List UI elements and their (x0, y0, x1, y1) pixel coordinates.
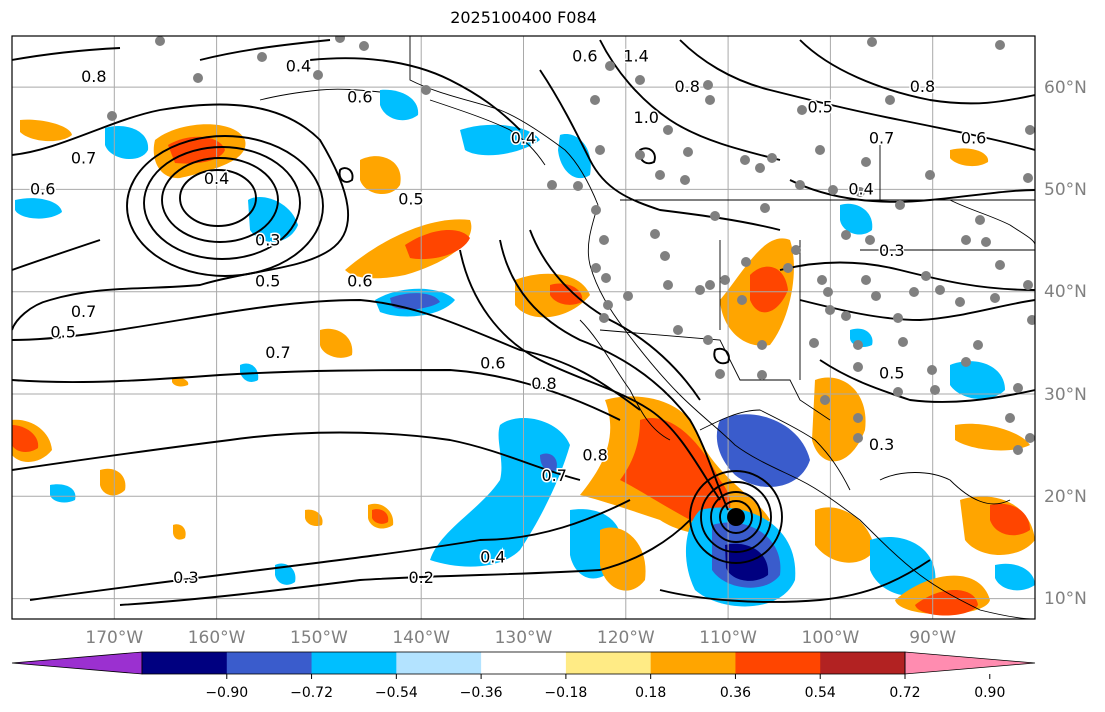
map-frame (11, 35, 1036, 620)
contour-label: 0.6 (347, 87, 372, 106)
graticule (12, 36, 1035, 619)
lon-label: 100°W (802, 628, 860, 648)
colorbar-extend-high (904, 651, 1036, 675)
anomaly-fills (12, 89, 1035, 616)
contour-label: 0.8 (674, 77, 699, 96)
lat-label: 10°N (1044, 589, 1087, 609)
contour-label: 0.8 (582, 445, 607, 464)
colorbar-tick-labels: −0.90 −0.72 −0.54 −0.36 −0.18 0.18 0.36 0.54 0.7… (205, 685, 1005, 701)
lat-axis-labels: 60°N 50°N 40°N 30°N 20°N 10°N (1044, 78, 1087, 609)
contour-labels: 0.6 1.4 0.4 0.8 0.6 0.8 1.0 0.4 0.5 0.8 0.7 0.6 0.7 0… (28, 45, 987, 689)
contour-label: 0.5 (50, 323, 75, 342)
lon-label: 160°W (188, 628, 246, 648)
colorbar-tick-label: −0.54 (375, 685, 418, 701)
lat-label: 30°N (1044, 385, 1087, 405)
colorbar-segment (311, 652, 397, 674)
lat-label: 20°N (1044, 487, 1087, 507)
contour-label: 1.0 (634, 108, 659, 127)
colorbar-frame (141, 651, 906, 675)
contour-label: 0.8 (81, 67, 106, 86)
map-field: 0.6 1.4 0.4 0.8 0.6 0.8 1.0 0.4 0.5 0.8 0.7 0.6 0.7 0… (12, 36, 1035, 689)
contour-label: 0.6 (30, 179, 55, 198)
storm-center-marker (728, 509, 744, 525)
map-title: 2025100400 F084 (450, 8, 597, 27)
station-dots (107, 36, 1035, 455)
contour-label: 0.5 (879, 364, 904, 383)
lon-label: 130°W (495, 628, 553, 648)
contour-label: 0.4 (511, 128, 536, 147)
colorbar-tick-label: 0.90 (974, 685, 1005, 701)
contour-label: 0.3 (879, 241, 904, 260)
contour-label: 0.7 (869, 128, 894, 147)
contour-label-bg (949, 669, 977, 687)
contour-label: 0.6 (347, 271, 372, 290)
colorbar-ticks (226, 674, 991, 679)
colorbar-segment (481, 652, 567, 674)
contour-label: 0.5 (398, 190, 423, 209)
contour-label: 0.5 (255, 271, 280, 290)
lat-label: 60°N (1044, 78, 1087, 98)
contour-label: 0.7 (265, 343, 290, 362)
contour-label: 0.4 (480, 548, 505, 567)
lat-label: 40°N (1044, 282, 1087, 302)
contour-label: 0.5 (807, 98, 832, 117)
contour-label: 0.3 (173, 568, 198, 587)
colorbar-segment (565, 652, 652, 674)
contour-label: 0.2 (408, 568, 433, 587)
colorbar-segment (396, 652, 482, 674)
lat-label: 50°N (1044, 180, 1087, 200)
contour-label: 1.4 (623, 46, 648, 65)
contour-label: 0.7 (541, 466, 566, 485)
colorbar-tick-label: −0.36 (460, 685, 503, 701)
colorbar-segment (735, 652, 821, 674)
contour-label: 0.8 (531, 374, 556, 393)
contour-label: 0.6 (572, 46, 597, 65)
contour-label: 0.3 (255, 231, 280, 250)
lon-label: 150°W (290, 628, 348, 648)
colorbar-segment (226, 652, 313, 674)
colorbar-tick-label: 0.36 (720, 685, 751, 701)
colorbar-tick-label: −0.18 (544, 685, 587, 701)
colorbar-tick-label: −0.90 (205, 685, 248, 701)
colorbar-segment (650, 652, 736, 674)
contour-label: 0.3 (951, 670, 976, 689)
contour-label: 0.8 (910, 77, 935, 96)
colorbar-segments (11, 651, 1036, 675)
colorbar-tick-label: 0.18 (635, 685, 666, 701)
contour-label: 0.6 (961, 128, 986, 147)
contour-lines (12, 39, 1035, 606)
contour-label: 0.4 (848, 179, 873, 198)
lon-label: 140°W (392, 628, 450, 648)
contour-label: 0.6 (480, 353, 505, 372)
lon-label: 90°W (909, 628, 956, 648)
contour-label: 0.3 (869, 435, 894, 454)
colorbar: −0.90 −0.72 −0.54 −0.36 −0.18 0.18 0.36 0.54 0.7… (11, 651, 1036, 701)
contour-label: 0.7 (71, 302, 96, 321)
contour-label: 0.4 (204, 169, 229, 188)
lon-label: 110°W (699, 628, 757, 648)
contour-label: 0.7 (71, 149, 96, 168)
colorbar-tick-label: 0.54 (805, 685, 836, 701)
colorbar-extend-low (11, 651, 143, 675)
lon-axis-labels: 170°W 160°W 150°W 140°W 130°W 120°W 110°… (85, 628, 956, 648)
contour-label: 0.4 (286, 57, 311, 76)
colorbar-segment (820, 652, 906, 674)
colorbar-tick-label: −0.72 (290, 685, 333, 701)
colorbar-tick-label: 0.72 (889, 685, 920, 701)
lon-label: 120°W (597, 628, 655, 648)
colorbar-segment (142, 652, 228, 674)
lon-label: 170°W (85, 628, 143, 648)
coastlines (259, 36, 1035, 619)
